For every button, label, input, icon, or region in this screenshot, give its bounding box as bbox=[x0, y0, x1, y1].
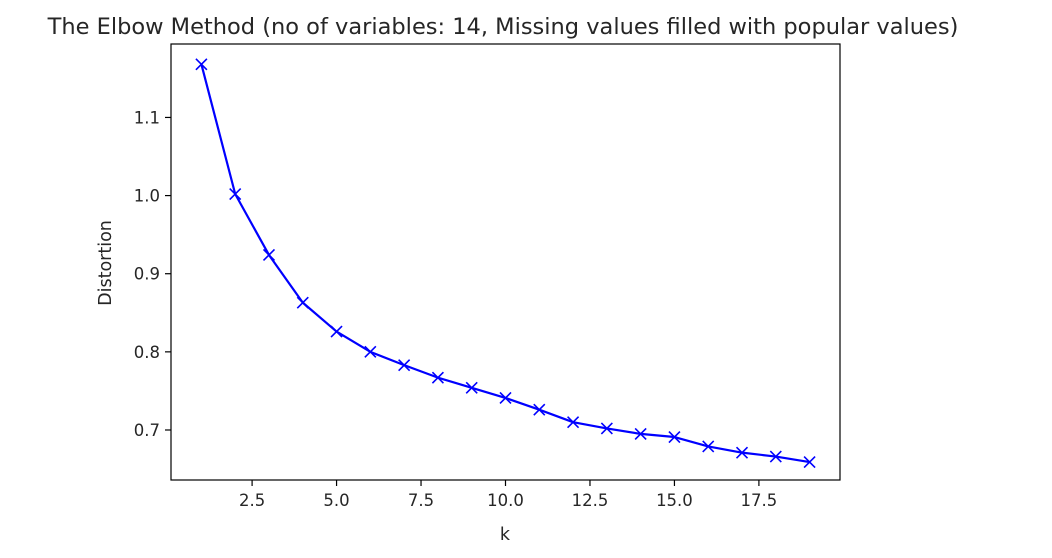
data-point-marker bbox=[499, 391, 512, 405]
x-tick-label: 2.5 bbox=[239, 491, 265, 510]
x-axis-label: k bbox=[500, 525, 511, 545]
data-point-marker bbox=[567, 416, 580, 429]
data-point-marker bbox=[465, 381, 478, 394]
data-point-marker bbox=[668, 430, 681, 444]
plot-area: 2.5 5.0 7.5 10.0 12.5 15.0 17.5 0.7 0.8 0.9 1.0 1.1 bbox=[134, 43, 841, 510]
data-point-marker bbox=[634, 427, 647, 440]
data-point-marker bbox=[735, 446, 749, 459]
x-tick-label: 5.0 bbox=[323, 491, 349, 510]
x-tick-label: 12.5 bbox=[572, 491, 609, 510]
y-axis-label: Distortion bbox=[96, 220, 116, 306]
data-point-marker bbox=[769, 450, 782, 463]
data-point-marker bbox=[229, 187, 242, 201]
y-tick-label: 0.7 bbox=[134, 421, 160, 440]
x-tick-label: 15.0 bbox=[656, 491, 693, 510]
x-tick-label: 17.5 bbox=[741, 491, 778, 510]
y-tick-label: 1.0 bbox=[134, 187, 160, 206]
data-point-marker bbox=[533, 403, 546, 416]
data-point-marker bbox=[262, 248, 276, 262]
data-point-marker bbox=[330, 325, 343, 338]
y-tick-label: 1.1 bbox=[134, 108, 160, 127]
x-tick-label: 7.5 bbox=[408, 491, 434, 510]
chart-title: The Elbow Method (no of variables: 14, M… bbox=[47, 14, 959, 40]
data-point-marker bbox=[195, 58, 208, 71]
y-tick-label: 0.9 bbox=[134, 265, 160, 284]
data-point-marker bbox=[296, 296, 309, 309]
data-point-marker bbox=[803, 455, 816, 469]
data-point-marker bbox=[398, 359, 411, 372]
data-point-marker bbox=[431, 371, 444, 384]
data-point-marker bbox=[364, 345, 377, 358]
data-point-marker bbox=[702, 440, 715, 453]
data-point-marker bbox=[600, 422, 613, 435]
y-tick-label: 0.8 bbox=[134, 343, 160, 362]
x-tick-label: 10.0 bbox=[487, 491, 524, 510]
